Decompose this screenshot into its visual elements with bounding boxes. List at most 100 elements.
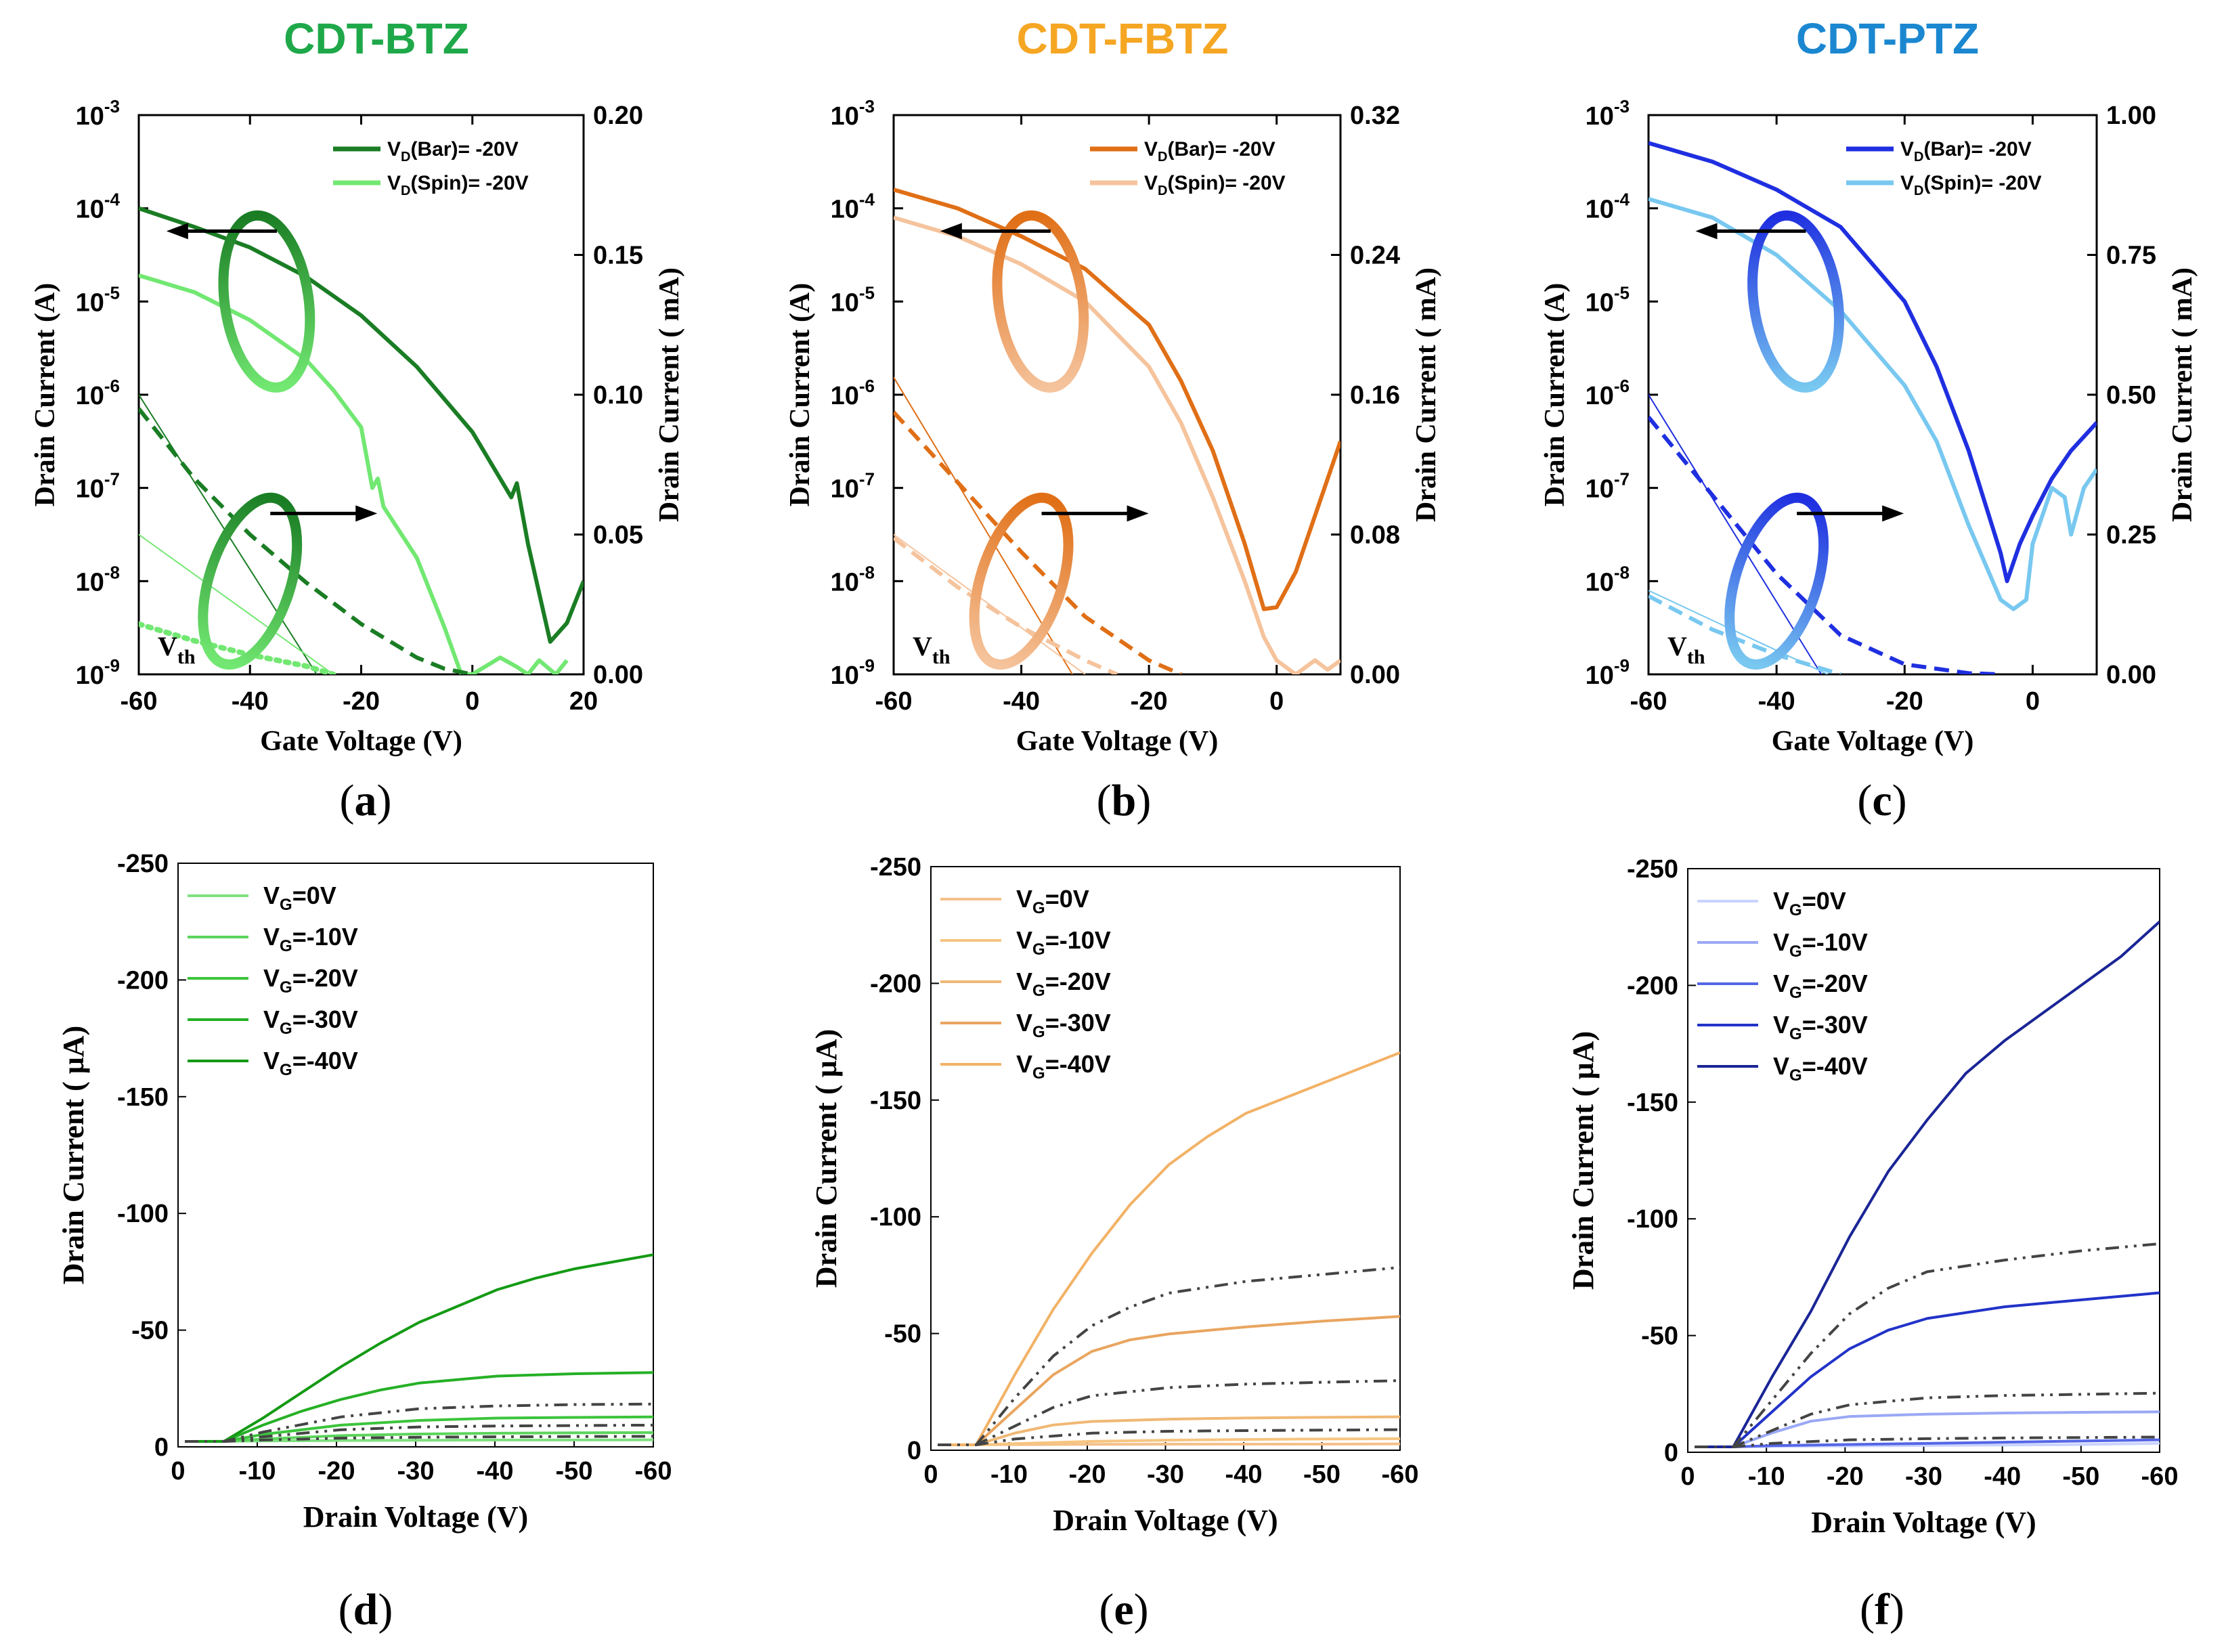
title-cdt-ptz: CDT-PTZ <box>1795 14 1980 63</box>
legend-label: VG=-30V <box>1773 1011 1868 1043</box>
x-tick-label: -20 <box>318 1457 355 1485</box>
vth-fit-line <box>894 534 1086 674</box>
y2-tick-label: 0.00 <box>1350 661 1400 689</box>
panel-label-d: (d) <box>338 1585 393 1634</box>
arrow-left-head <box>166 223 188 240</box>
highlight-ellipse-log <box>218 210 315 393</box>
series-spin--40v <box>938 1265 1400 1446</box>
y-axis-label: Drain Current (A) <box>785 283 816 507</box>
legend-label: VD(Bar)= -20V <box>1144 138 1275 165</box>
x-axis-label: Gate Voltage (V) <box>260 726 462 757</box>
y-tick-label: 10-9 <box>831 655 875 690</box>
y2-tick-label: 0.50 <box>2106 381 2156 410</box>
x-tick-label: -40 <box>1003 687 1040 716</box>
y-tick-label: -150 <box>1627 1089 1678 1117</box>
x-tick-label: -10 <box>239 1457 276 1485</box>
y-tick-label: 10-4 <box>1586 190 1630 224</box>
x-axis-label: Drain Voltage (V) <box>1811 1506 2036 1539</box>
panel-label-f: (f) <box>1860 1585 1904 1634</box>
x-tick-label: -20 <box>1069 1460 1106 1489</box>
y-tick-label: 10-5 <box>831 282 875 317</box>
y-tick-label: -50 <box>1641 1322 1678 1351</box>
y-tick-label: 10-3 <box>831 96 875 131</box>
x-tick-label: -40 <box>1758 687 1795 716</box>
series-spin-log <box>1649 197 2097 611</box>
y-tick-label: 10-3 <box>76 96 120 131</box>
highlight-ellipse-linear <box>969 492 1074 670</box>
series-bar-linear <box>894 410 1182 674</box>
y-tick-label: -100 <box>117 1200 169 1228</box>
y2-tick-label: 0.10 <box>593 381 643 410</box>
arrow-left-head <box>940 223 962 240</box>
series-spin-linear <box>1649 594 1841 674</box>
legend-label: VD(Bar)= -20V <box>1900 138 2032 165</box>
y2-tick-label: 1.00 <box>2106 102 2156 130</box>
x-axis-label: Drain Voltage (V) <box>303 1500 528 1534</box>
legend-label: VG=-10V <box>1016 926 1111 959</box>
x-tick-label: 0 <box>1680 1462 1695 1491</box>
series-spin--40v <box>1695 1242 2160 1448</box>
chart-c: -60 -40 -20 0 10-9 10-8 10-7 10-6 10-5 10-4 10-3 0.… <box>1540 96 2198 757</box>
y-tick-label: 10-8 <box>76 562 120 596</box>
y2-tick-label: 0.25 <box>2106 521 2156 550</box>
y-tick-label: 10-7 <box>76 469 120 504</box>
plot-area <box>1694 920 2160 1448</box>
series-spin-linear <box>894 536 1118 674</box>
y-tick-label: 10-9 <box>76 655 120 690</box>
legend-label: VG=-40V <box>1773 1052 1868 1085</box>
y2-axis-label: Drain Current ( mA) <box>1411 267 1442 522</box>
x-tick-label: -10 <box>1748 1462 1785 1491</box>
series-bar-log <box>894 188 1340 611</box>
legend-label: VG=-10V <box>263 923 358 955</box>
series-spin--20v <box>185 1435 653 1443</box>
arrow-right-head <box>1127 505 1149 522</box>
plot-frame <box>177 863 654 1448</box>
vth-fit-line <box>139 534 334 674</box>
series-spin-log <box>894 215 1340 674</box>
y-tick-label: 0 <box>154 1433 169 1462</box>
y2-tick-label: 0.00 <box>2106 661 2156 689</box>
y-axis-label: Drain Current ( μA) <box>810 1029 843 1288</box>
y-tick-label: -50 <box>131 1317 169 1345</box>
chart-d: 0 -10 -20 -30 -40 -50 -60 0 -50 -100 -150 -200 -250 D… <box>57 850 672 1534</box>
series-bar-linear <box>1649 416 2001 674</box>
y-tick-label: -150 <box>870 1087 921 1115</box>
x-tick-label: -20 <box>343 687 380 716</box>
arrow-right-head <box>355 505 378 522</box>
y-tick-label: 10-8 <box>1586 562 1630 596</box>
vth-label: Vth <box>1667 631 1705 668</box>
y2-tick-label: 0.16 <box>1350 381 1400 410</box>
y2-tick-label: 0.24 <box>1350 242 1400 270</box>
vth-fit-line <box>1649 394 1823 674</box>
y-tick-label: -200 <box>870 970 921 998</box>
panel-label-a: (a) <box>339 776 392 825</box>
x-tick-label: -20 <box>1886 687 1923 716</box>
y-axis-label: Drain Current ( μA) <box>1567 1031 1600 1290</box>
vth-label: Vth <box>158 631 196 668</box>
series-vg--40v <box>185 1253 653 1443</box>
x-tick-label: 20 <box>569 687 598 716</box>
y2-tick-label: 0.15 <box>593 242 643 270</box>
chart-e: 0 -10 -20 -30 -40 -50 -60 0 -50 -100 -150 -200 -250 D… <box>810 853 1418 1537</box>
plot-frame <box>892 114 1342 676</box>
x-tick-label: 0 <box>1269 687 1284 716</box>
y-tick-label: 10-3 <box>1586 96 1630 131</box>
plot-area <box>937 1051 1400 1446</box>
series-bar-log <box>139 206 584 644</box>
x-tick-label: 0 <box>465 687 479 716</box>
x-axis-label: Drain Voltage (V) <box>1053 1504 1278 1537</box>
x-tick-label: -20 <box>1131 687 1168 716</box>
x-tick-label: 0 <box>2026 687 2040 716</box>
y-tick-label: -50 <box>884 1320 921 1349</box>
x-tick-label: -20 <box>1827 1462 1864 1491</box>
panel-label-c: (c) <box>1857 776 1907 825</box>
legend-label: VG=-20V <box>1773 970 1868 1002</box>
y-tick-label: 10-6 <box>76 376 120 410</box>
y-tick-label: 10-6 <box>831 376 875 410</box>
legend-label: VG=-10V <box>1773 928 1868 961</box>
y-tick-label: 0 <box>907 1437 921 1465</box>
legend-label: VG=0V <box>263 882 336 914</box>
series-vg--40v <box>938 1051 1400 1446</box>
series-spin--20v <box>1695 1435 2160 1448</box>
